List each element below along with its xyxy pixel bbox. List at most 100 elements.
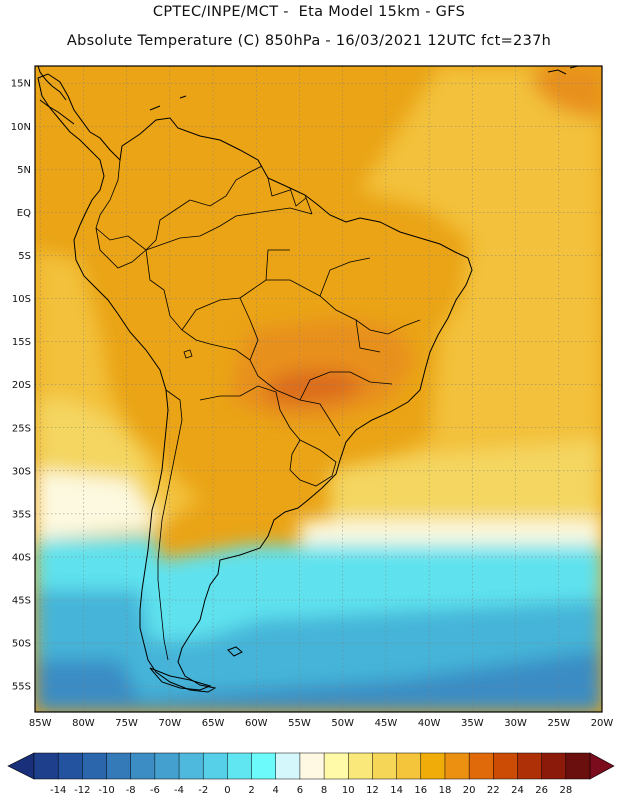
lat-label: 35S xyxy=(12,509,31,520)
colorbar-swatch xyxy=(130,752,156,780)
colorbar-under-arrow xyxy=(7,752,35,780)
colorbar-swatch xyxy=(420,752,446,780)
colorbar-swatch xyxy=(565,752,591,780)
paraguay-border xyxy=(199,385,301,441)
colorbar-tick-label: -12 xyxy=(74,785,90,796)
colorbar-over-arrow xyxy=(589,752,615,780)
lat-label: 10N xyxy=(11,122,31,133)
colorbar-swatch xyxy=(444,752,470,780)
colorbar-tick-label: -10 xyxy=(98,785,114,796)
colorbar-tick-label: -8 xyxy=(126,785,136,796)
lat-label: 5S xyxy=(18,251,31,262)
lon-label: 30W xyxy=(504,718,527,729)
central-america-coastline xyxy=(37,66,75,125)
lat-label: 10S xyxy=(12,294,31,305)
lat-label: 50S xyxy=(12,639,31,650)
south-america-coastline xyxy=(37,73,473,693)
lat-label: 25S xyxy=(12,423,31,434)
lat-label: 55S xyxy=(12,682,31,693)
colorbar-swatch xyxy=(202,752,228,780)
colorbar-swatch xyxy=(227,752,253,780)
colorbar-swatch xyxy=(323,752,349,780)
colorbar: -14 -12 -10 -8 -6 -4 -2 0 2 4 6 8 10 12 14 16 18 20 22 24 26… xyxy=(7,752,615,796)
lat-label: 5N xyxy=(17,165,31,176)
colorbar-tick-label: 18 xyxy=(439,785,452,796)
lat-label: 30S xyxy=(12,466,31,477)
brazil-states xyxy=(239,249,421,401)
colorbar-tick-label: 10 xyxy=(342,785,355,796)
graticule xyxy=(35,66,602,712)
lon-label: 55W xyxy=(288,718,311,729)
field-coldest xyxy=(35,650,602,712)
colorbar-tick-label: 2 xyxy=(248,785,254,796)
colorbar-swatch xyxy=(348,752,373,780)
colorbar-tick-label: 4 xyxy=(273,785,279,796)
colorbar-tick-label: 0 xyxy=(224,785,230,796)
lon-label: 70W xyxy=(159,718,182,729)
lon-label: 75W xyxy=(115,718,138,729)
colorbar-tick-label: -14 xyxy=(50,785,66,796)
colorbar-swatch xyxy=(493,752,519,780)
lon-label: 20W xyxy=(591,718,614,729)
lat-label: 15N xyxy=(11,79,31,90)
colorbar-tick-label: 12 xyxy=(366,785,379,796)
colorbar-tick-label: -6 xyxy=(150,785,160,796)
chart-title-line1: CPTEC/INPE/MCT - Eta Model 15km - GFS xyxy=(152,4,466,20)
guianas-border xyxy=(267,177,313,215)
colorbar-swatch xyxy=(251,752,277,780)
colorbar-swatch xyxy=(57,752,83,780)
colombia-border xyxy=(95,159,191,251)
temperature-field xyxy=(35,66,602,712)
latitude-labels: 15N 10N 5N EQ 5S 10S 15S 20S 25S 30S 35S 40S 45S 50S 5… xyxy=(11,79,31,693)
colorbar-tick-label: 26 xyxy=(535,785,548,796)
lon-label: 50W xyxy=(331,718,354,729)
field-pale xyxy=(35,470,602,560)
lat-label: 45S xyxy=(12,596,31,607)
lon-label: 65W xyxy=(202,718,225,729)
lon-label: 85W xyxy=(29,718,52,729)
lon-label: 45W xyxy=(375,718,398,729)
colorbar-swatch xyxy=(541,752,567,780)
brazil-border xyxy=(145,207,341,437)
lat-label: 20S xyxy=(12,380,31,391)
lon-label: 80W xyxy=(72,718,95,729)
colorbar-swatch xyxy=(33,752,59,780)
colorbar-tick-label: 24 xyxy=(511,785,524,796)
field-midlat xyxy=(35,400,602,540)
colorbar-swatch xyxy=(178,752,204,780)
lake-titicaca xyxy=(183,349,193,359)
colorbar-swatch xyxy=(299,752,325,780)
peru-border xyxy=(95,227,211,345)
field-ne-hot xyxy=(530,66,602,120)
colorbar-tick-label: 14 xyxy=(390,785,403,796)
map-frame xyxy=(34,65,603,713)
falklands xyxy=(227,646,243,657)
colorbar-swatch xyxy=(468,752,494,780)
uruguay-border xyxy=(289,439,337,487)
colorbar-tick-label: 6 xyxy=(297,785,303,796)
colorbar-swatch xyxy=(106,752,132,780)
field-subtropics xyxy=(330,66,602,560)
chile-argentina-border xyxy=(157,389,183,661)
colorbar-swatch xyxy=(396,752,422,780)
venezuela-border xyxy=(189,165,263,207)
longitude-labels: 85W 80W 75W 70W 65W 60W 55W 50W 45W 40W 35W 30W 25W 2… xyxy=(29,718,614,729)
colorbar-swatch xyxy=(82,752,108,780)
coastlines xyxy=(37,66,579,693)
caribbean-islands xyxy=(149,66,579,111)
colorbar-tick-label: -2 xyxy=(198,785,208,796)
colorbar-swatch xyxy=(517,752,543,780)
colorbar-tick-label: 28 xyxy=(559,785,572,796)
lat-label: 15S xyxy=(12,337,31,348)
political-borders xyxy=(95,159,421,661)
colorbar-swatch xyxy=(154,752,180,780)
lat-label: EQ xyxy=(17,208,31,219)
lon-label: 25W xyxy=(547,718,570,729)
lon-label: 35W xyxy=(461,718,484,729)
colorbar-tick-label: -4 xyxy=(174,785,184,796)
colorbar-swatch xyxy=(275,752,301,780)
lat-label: 40S xyxy=(12,552,31,563)
lon-label: 60W xyxy=(245,718,268,729)
colorbar-tick-label: 16 xyxy=(414,785,427,796)
